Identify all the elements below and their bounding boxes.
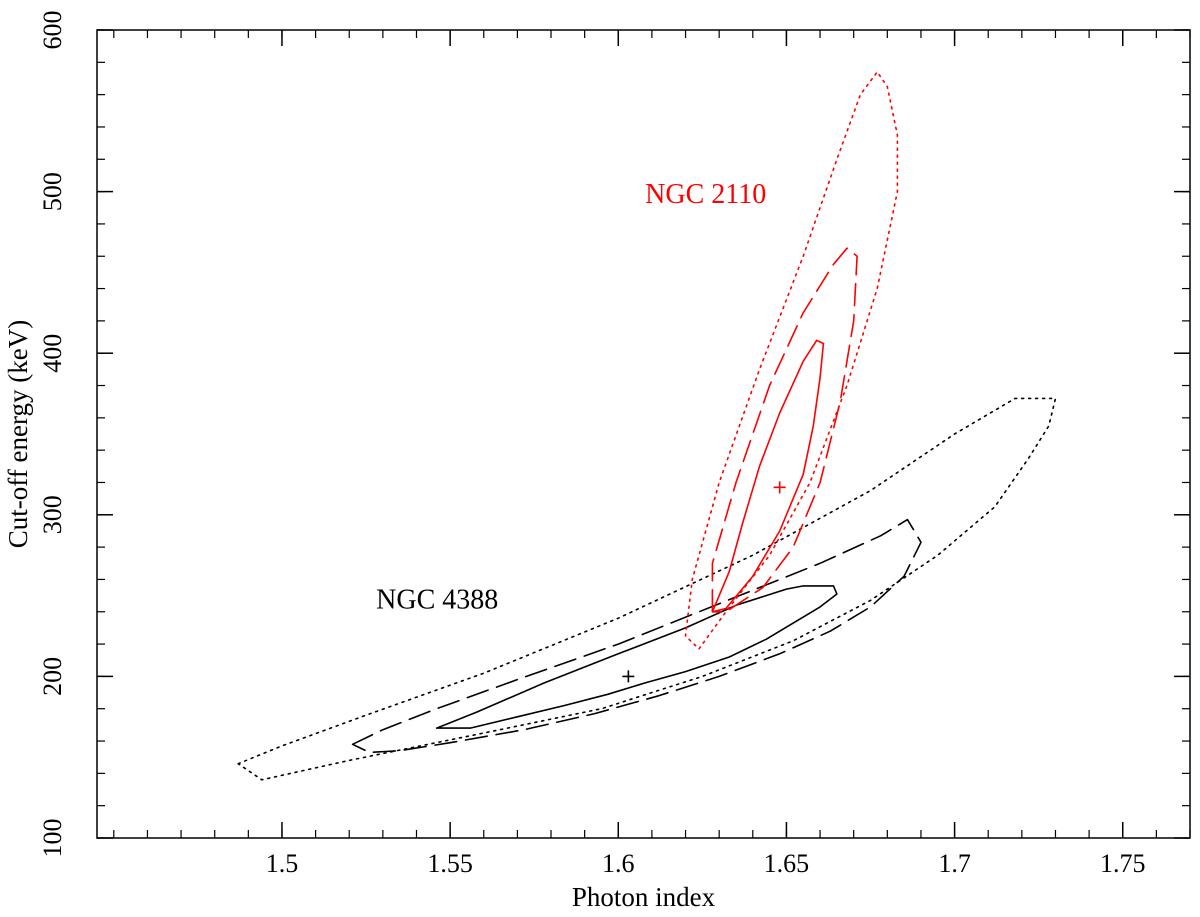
y-axis-label: Cut-off energy (keV) — [3, 320, 33, 548]
x-axis-label: Photon index — [572, 882, 716, 912]
y-tick-label: 600 — [38, 11, 67, 50]
major-ticks — [97, 29, 1190, 839]
annotations: NGC 4388 NGC 2110 — [376, 179, 766, 616]
x-tick-label: 1.75 — [1100, 849, 1146, 878]
y-tick-label: 300 — [38, 495, 67, 534]
y-tick-label: 200 — [38, 657, 67, 696]
contour-solid-red — [711, 339, 825, 613]
x-tick-labels: 1.5 1.55 1.6 1.65 1.7 1.75 — [266, 849, 1146, 878]
x-tick-label: 1.65 — [764, 849, 810, 878]
contour-dashed-black — [351, 518, 922, 754]
best-fit-markers — [622, 481, 786, 683]
minor-ticks — [97, 29, 1191, 839]
plot-frame — [96, 29, 1191, 839]
best-fit-marker — [773, 481, 786, 494]
x-tick-label: 1.7 — [938, 849, 971, 878]
annotation-label: NGC 2110 — [645, 179, 766, 210]
contour-dotted-black — [237, 397, 1057, 781]
x-tick-label: 1.5 — [266, 849, 299, 878]
contours — [237, 71, 1057, 781]
contour-dotted-red — [684, 71, 899, 650]
annotation-label: NGC 4388 — [376, 585, 498, 616]
y-tick-label: 500 — [38, 172, 67, 211]
y-tick-label: 400 — [38, 334, 67, 373]
x-tick-label: 1.55 — [427, 849, 473, 878]
contour-solid-black — [435, 585, 838, 729]
best-fit-marker — [622, 670, 635, 683]
y-tick-labels: 100 200 300 400 500 600 — [38, 11, 67, 858]
x-tick-label: 1.6 — [602, 849, 635, 878]
contour-dashed-red — [711, 247, 858, 613]
y-tick-label: 100 — [38, 819, 67, 858]
